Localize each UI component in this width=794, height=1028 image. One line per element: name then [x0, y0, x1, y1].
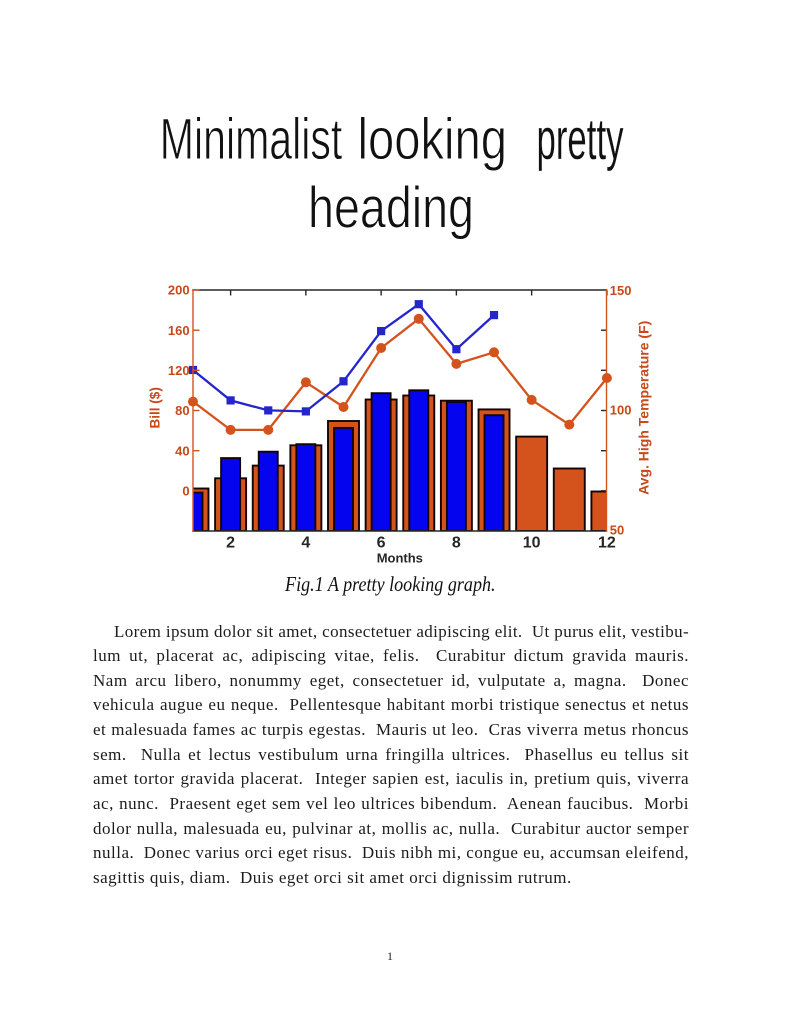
- svg-text:Fig.1 A pretty looking graph.: Fig.1 A pretty looking graph.: [284, 572, 495, 596]
- svg-text:4: 4: [301, 534, 310, 551]
- svg-text:160: 160: [168, 323, 190, 338]
- svg-text:12: 12: [598, 534, 616, 551]
- svg-text:100: 100: [610, 403, 632, 418]
- svg-text:40: 40: [175, 443, 189, 458]
- svg-text:1: 1: [387, 949, 393, 963]
- svg-text:pretty: pretty: [537, 107, 624, 172]
- svg-text:Bill ($): Bill ($): [148, 387, 163, 428]
- svg-text:6: 6: [377, 534, 386, 551]
- svg-text:8: 8: [452, 534, 461, 551]
- svg-text:150: 150: [610, 283, 632, 298]
- svg-text:Avg. High Temperature (F): Avg. High Temperature (F): [636, 321, 652, 495]
- svg-text:80: 80: [175, 403, 189, 418]
- svg-text:200: 200: [168, 283, 190, 298]
- svg-text:120: 120: [168, 363, 190, 378]
- svg-text:0: 0: [182, 483, 189, 498]
- svg-text:2: 2: [226, 534, 235, 551]
- svg-text:looking: looking: [358, 107, 508, 172]
- svg-text:50: 50: [610, 522, 624, 537]
- svg-text:Months: Months: [377, 551, 423, 566]
- svg-text:heading: heading: [308, 176, 474, 241]
- svg-text:Minimalist: Minimalist: [160, 107, 342, 172]
- svg-text:10: 10: [523, 534, 541, 551]
